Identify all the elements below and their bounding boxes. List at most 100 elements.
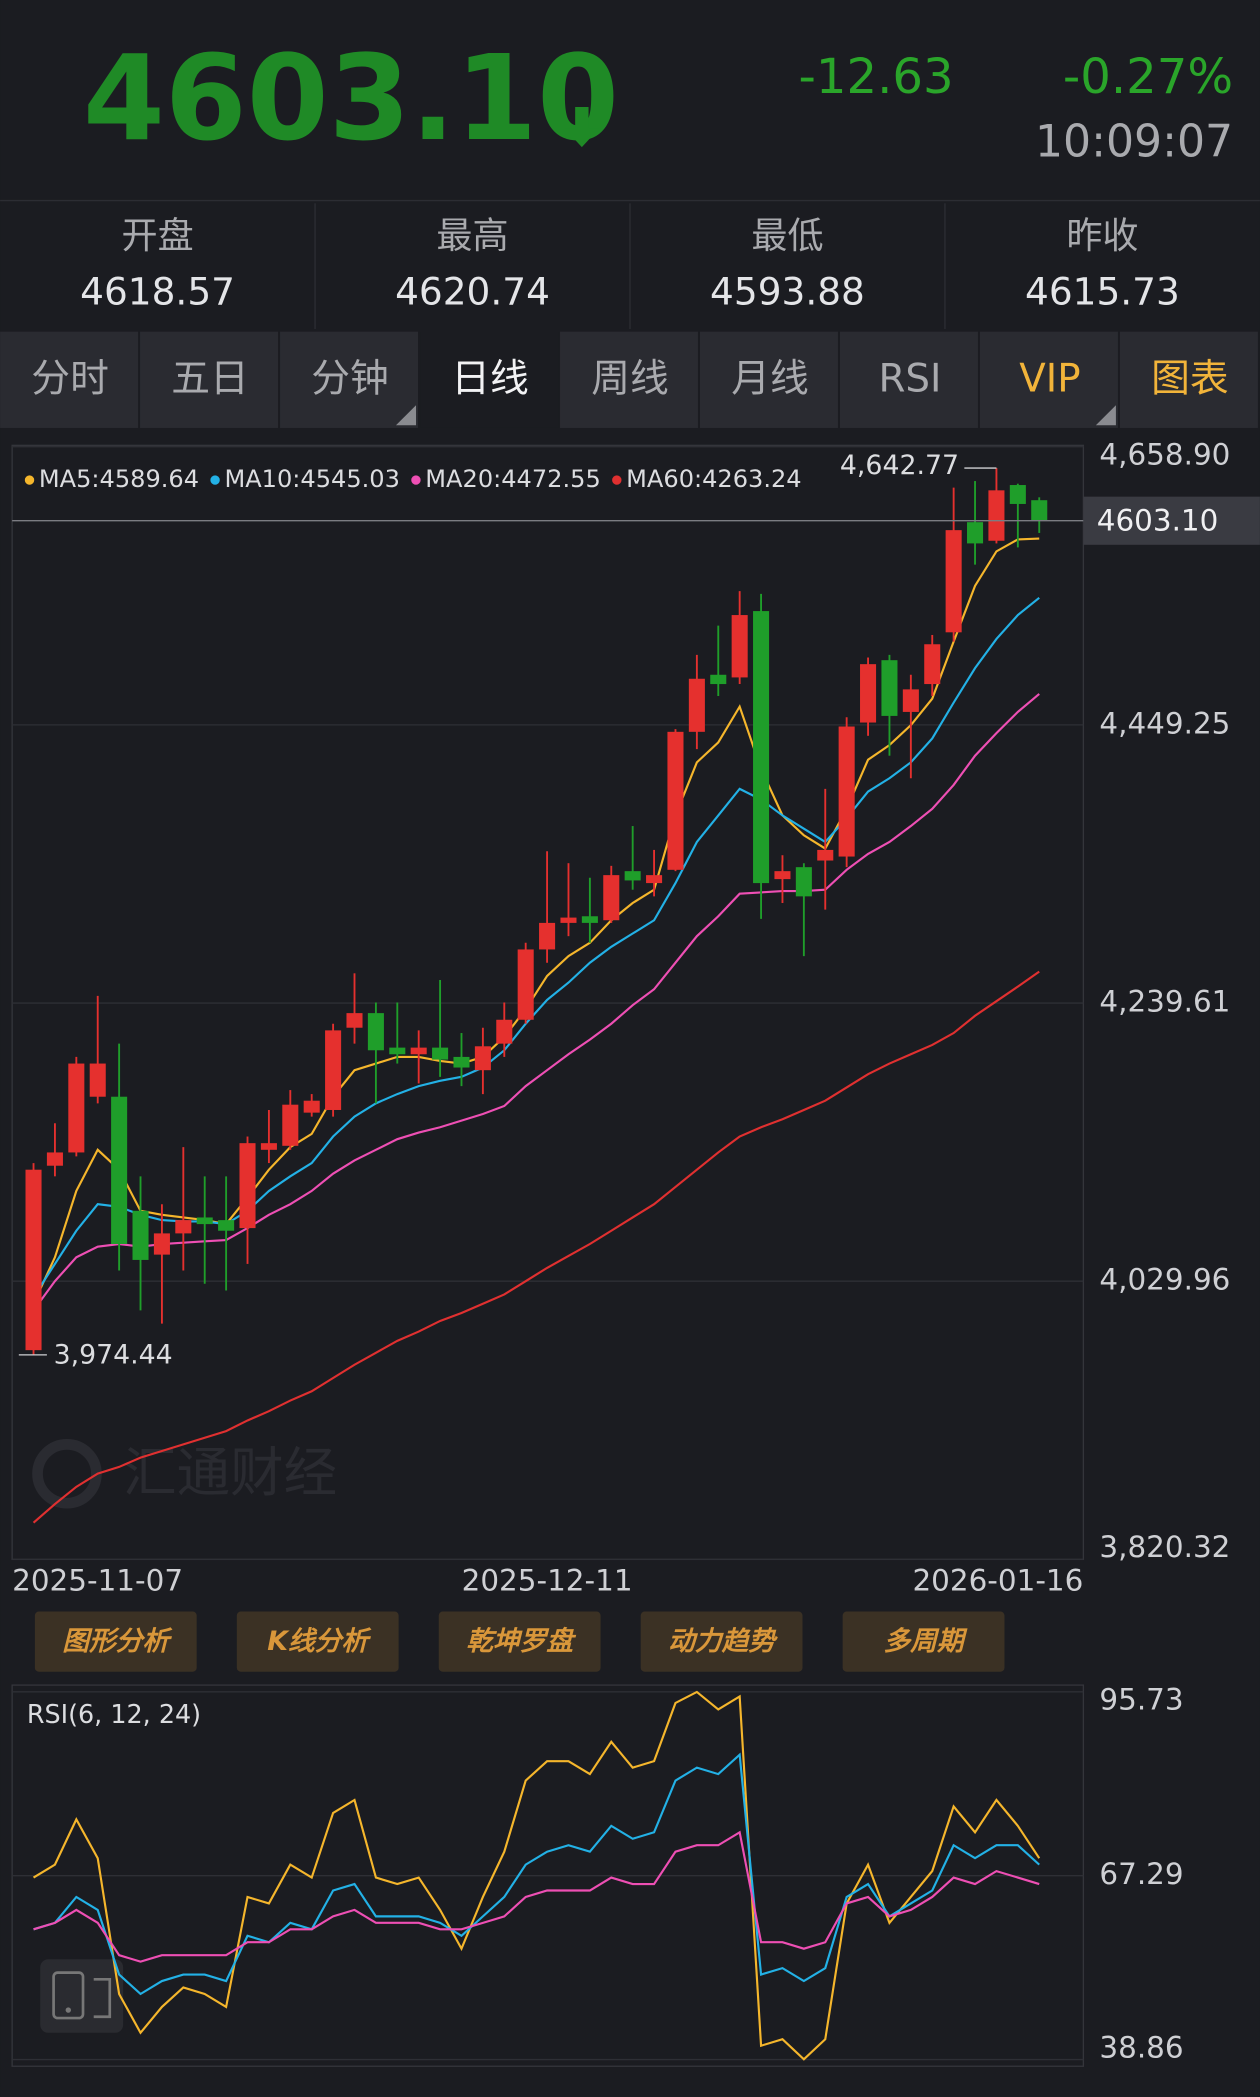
- candle-body: [260, 1143, 277, 1150]
- tool-button[interactable]: 动力趋势: [640, 1611, 803, 1672]
- change: -12.63: [799, 49, 954, 105]
- tool-bg: [842, 1611, 1005, 1672]
- tab-bg: [140, 331, 279, 428]
- legend-label: MA20:4472.55: [425, 465, 600, 493]
- y-tick-label: 4,029.96: [1099, 1263, 1230, 1297]
- high-annotation: 4,642.77: [840, 450, 959, 481]
- candle-body: [924, 644, 941, 685]
- candle-body: [646, 875, 663, 884]
- tab[interactable]: 分时: [0, 331, 139, 428]
- tab-bg: [699, 331, 838, 428]
- candle-body: [731, 615, 748, 678]
- watermark: 汇通财经: [123, 1441, 337, 1504]
- tab-bg: [979, 331, 1118, 428]
- tab-bg: [839, 331, 978, 428]
- rsi-title: RSI(6, 12, 24): [27, 1699, 201, 1729]
- x-tick-label: 2026-01-16: [912, 1564, 1083, 1598]
- tab[interactable]: 月线: [699, 331, 838, 428]
- candle-body: [688, 678, 705, 732]
- stat-value: 4620.74: [395, 270, 550, 314]
- tab[interactable]: 图表: [1119, 331, 1258, 428]
- tool-label: 图形分析: [62, 1626, 172, 1657]
- candle-body: [560, 917, 577, 923]
- stat-label: 昨收: [1066, 214, 1138, 257]
- tab-label: 五日: [171, 357, 249, 402]
- tool-button[interactable]: 图形分析: [34, 1611, 197, 1672]
- candle-body: [967, 522, 984, 544]
- y-tick-label: 4,449.25: [1099, 706, 1230, 740]
- side-icon[interactable]: [40, 1959, 124, 2033]
- tab-bg: [420, 331, 559, 428]
- candle-body: [25, 1169, 42, 1351]
- tab-bg: [0, 331, 139, 428]
- legend-dot: [210, 475, 220, 485]
- candle-body: [838, 726, 855, 857]
- candle-body: [153, 1233, 170, 1255]
- candle-body: [517, 949, 534, 1020]
- x-tick-label: 2025-11-07: [12, 1564, 183, 1598]
- candle-body: [111, 1096, 128, 1245]
- candle-body: [881, 660, 898, 716]
- y-tick-label: 38.86: [1099, 2030, 1183, 2064]
- ma-line: [32, 693, 1040, 1311]
- price: 4603.10: [83, 30, 619, 167]
- candle-body: [46, 1152, 63, 1166]
- tool-label: K线分析: [267, 1626, 371, 1657]
- tab-label: 日线: [451, 357, 529, 402]
- candle-body: [945, 530, 962, 633]
- stat-value: 4593.88: [710, 270, 865, 314]
- candle-body: [410, 1047, 427, 1055]
- tool-bg: [236, 1611, 399, 1672]
- stat-label: 开盘: [121, 214, 193, 257]
- stat-label: 最高: [436, 214, 508, 257]
- candle-body: [988, 490, 1005, 541]
- candle-body: [710, 674, 727, 685]
- candle-body: [1031, 500, 1048, 521]
- x-tick-label: 2025-12-11: [462, 1564, 633, 1598]
- candle-body: [453, 1056, 470, 1068]
- candle-body: [132, 1210, 149, 1260]
- tool-bg: [34, 1611, 197, 1672]
- tab-label: 分时: [31, 357, 109, 402]
- change-percent: -0.27%: [1063, 49, 1233, 105]
- time: 10:09:07: [1035, 116, 1233, 167]
- candle-body: [346, 1013, 363, 1028]
- tab-label: 周线: [591, 357, 669, 402]
- tool-bg: [640, 1611, 803, 1672]
- ma-line: [32, 970, 1040, 1524]
- tab-bg: [1119, 331, 1258, 428]
- y-tick-label: 67.29: [1099, 1857, 1183, 1891]
- tab[interactable]: RSI: [839, 331, 978, 428]
- legend-dot: [24, 475, 35, 485]
- candle-body: [667, 731, 684, 870]
- tab[interactable]: VIP: [979, 331, 1118, 428]
- tool-bg: [438, 1611, 601, 1672]
- rsi-line: [33, 1752, 1040, 1996]
- tab[interactable]: 五日: [140, 331, 279, 428]
- tab-label: 分钟: [311, 357, 389, 402]
- candle-body: [432, 1047, 449, 1060]
- low-annotation: 3,974.44: [54, 1340, 173, 1371]
- tool-button[interactable]: K线分析: [236, 1611, 399, 1672]
- tab-corner: [395, 405, 417, 426]
- legend-label: MA5:4589.64: [39, 465, 199, 493]
- candle-body: [581, 916, 598, 923]
- candle-body: [282, 1104, 299, 1146]
- last-price-tag: [1083, 496, 1260, 545]
- rsi-line: [33, 1830, 1040, 1963]
- candle-body: [239, 1143, 256, 1229]
- tab-label: VIP: [1019, 357, 1080, 402]
- y-tick-label: 95.73: [1099, 1683, 1183, 1717]
- candle-body: [196, 1217, 213, 1225]
- tab[interactable]: 周线: [560, 331, 698, 428]
- tab[interactable]: 日线: [420, 331, 559, 428]
- rsi-line: [32, 1690, 1041, 2061]
- tool-button[interactable]: 乾坤罗盘: [438, 1611, 601, 1672]
- legend-label: MA60:4263.24: [626, 465, 801, 493]
- tool-label: 多周期: [883, 1626, 967, 1657]
- y-tick-label: 3,820.32: [1099, 1530, 1230, 1564]
- candle-body: [795, 867, 812, 897]
- tab[interactable]: 分钟: [280, 331, 419, 428]
- tool-button[interactable]: 多周期: [842, 1611, 1005, 1672]
